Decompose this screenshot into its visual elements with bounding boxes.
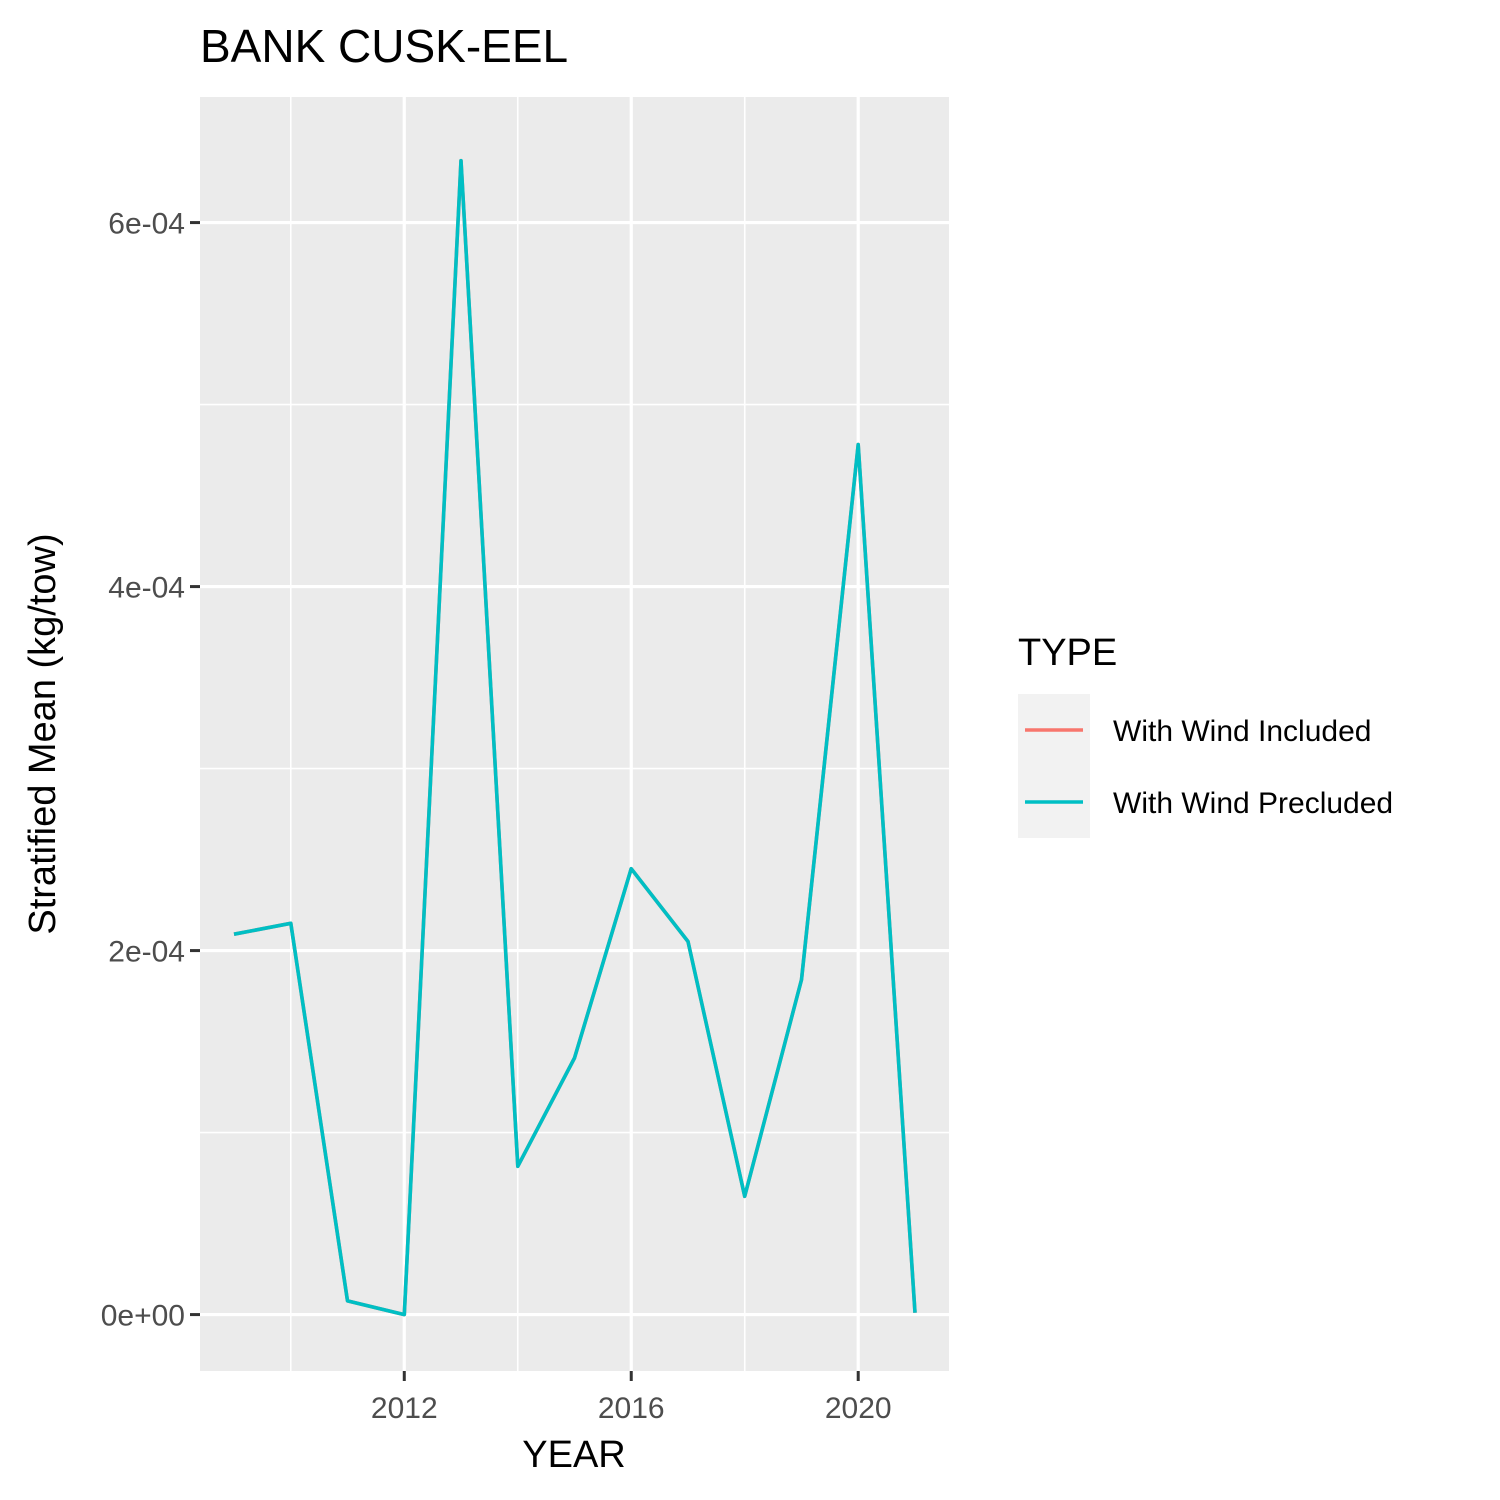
legend-key-background	[1018, 694, 1090, 838]
legend: TYPE With Wind Included With Wind Preclud…	[1018, 632, 1393, 838]
x-tick-label: 2016	[598, 1392, 665, 1425]
y-tick-label: 6e-04	[108, 208, 185, 241]
plot-panel	[200, 97, 949, 1371]
y-tick-label: 0e+00	[101, 1300, 185, 1333]
x-tick-label: 2020	[825, 1392, 892, 1425]
y-tick-label: 4e-04	[108, 572, 185, 605]
y-axis-title: Stratified Mean (kg/tow)	[22, 533, 64, 934]
legend-title: TYPE	[1018, 632, 1117, 674]
legend-entries: With Wind Included With Wind Precluded	[1025, 715, 1393, 820]
chart-title: BANK CUSK-EEL	[200, 20, 568, 72]
major-gridlines	[200, 97, 949, 1371]
legend-label: With Wind Included	[1113, 715, 1371, 748]
series-lines	[233, 158, 917, 1317]
y-axis: 0e+00 2e-04 4e-04 6e-04	[101, 208, 200, 1333]
y-tick-label: 2e-04	[108, 936, 185, 969]
series-line-with-wind-precluded	[233, 158, 917, 1317]
x-axis: 2012 2016 2020	[371, 1371, 892, 1425]
minor-gridlines	[200, 97, 949, 1371]
legend-label: With Wind Precluded	[1113, 787, 1393, 820]
x-axis-title: YEAR	[522, 1434, 625, 1476]
x-tick-label: 2012	[371, 1392, 438, 1425]
